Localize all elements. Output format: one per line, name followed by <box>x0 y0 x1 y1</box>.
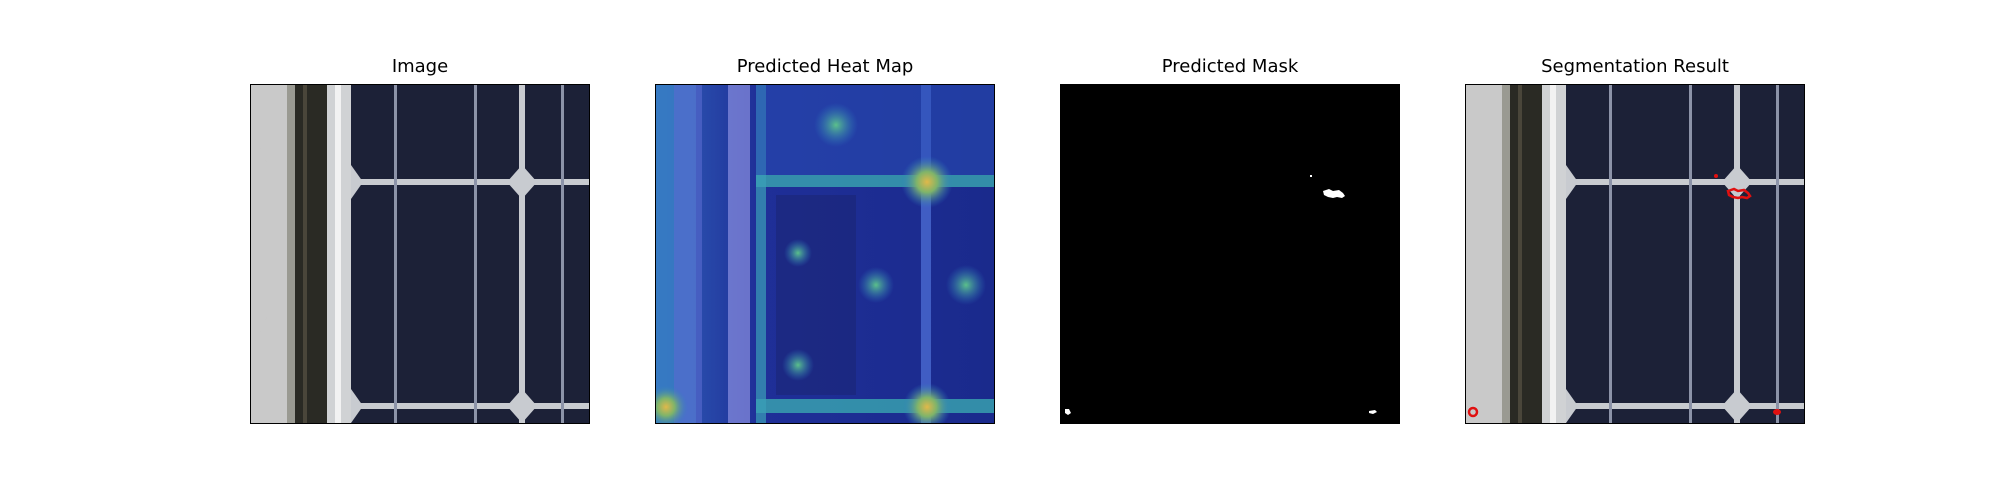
panel-title: Image <box>391 56 449 77</box>
panel-mask: Predicted Mask <box>1060 55 1400 79</box>
heat-map-visual <box>656 85 994 423</box>
defect-outline <box>1773 409 1781 415</box>
panel-heat-map: Predicted Heat Map <box>655 55 995 79</box>
heat-map-image <box>655 84 995 424</box>
panel-title: Segmentation Result <box>1541 56 1729 77</box>
defect-outline <box>1714 174 1718 178</box>
defect-outline <box>1726 187 1752 200</box>
panel-image: Image <box>250 55 590 79</box>
panel-title: Predicted Heat Map <box>736 56 914 77</box>
segmentation-image <box>1465 84 1805 424</box>
mask-image <box>1060 84 1400 424</box>
mask-visual <box>1061 85 1399 423</box>
segmentation-visual <box>1466 85 1804 423</box>
panel-segmentation: Segmentation Result <box>1465 55 1805 79</box>
defect-outline <box>1467 406 1479 418</box>
solar-cell-image <box>251 85 589 423</box>
original-image <box>250 84 590 424</box>
panel-title: Predicted Mask <box>1161 56 1299 77</box>
